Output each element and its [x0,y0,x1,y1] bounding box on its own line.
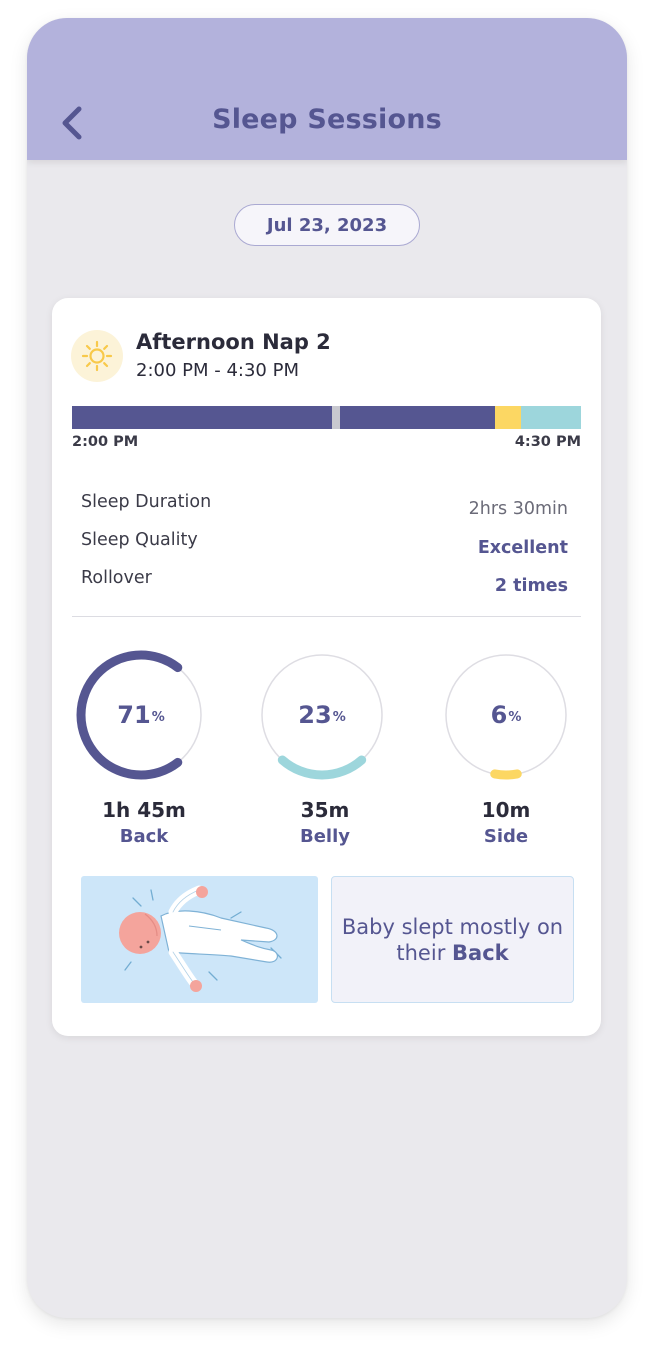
timeline-segment-back [339,406,495,429]
back-ring-arc [76,650,183,780]
timeline-end-label: 4:30 PM [514,434,581,450]
belly-percent: 23 [298,701,332,729]
sleep-summary-box: Baby slept mostly on their Back [331,876,574,1003]
date-selector[interactable]: Jul 23, 2023 [234,204,420,246]
belly-label: Belly [299,826,350,847]
rollover-value: 2 times [494,576,568,596]
side-duration: 10m [481,798,531,822]
sun-icon [81,340,113,372]
side-position-ring: 6% [439,648,573,782]
summary-position: Back [452,940,509,965]
sleep-quality-value: Excellent [477,538,568,558]
back-label: Back [119,826,169,847]
summary-text: Baby slept mostly on their [341,914,564,965]
session-time-range: 2:00 PM - 4:30 PM [136,360,299,381]
session-icon-badge [71,330,123,382]
back-button[interactable] [57,104,87,144]
belly-position-ring: 23% [255,648,389,782]
chevron-left-icon [62,106,82,140]
timeline-segment-side [494,406,522,429]
belly-duration: 35m [300,798,350,822]
back-duration: 1h 45m [102,798,186,822]
side-percent: 6 [490,701,508,729]
timeline-segment-belly [521,406,581,429]
back-position-ring: 71% [74,648,208,782]
page-title: Sleep Sessions [212,104,442,135]
side-percent-symbol: % [508,710,522,725]
timeline-segment-back [72,406,332,429]
sleeping-baby-image [119,885,282,992]
rollover-label: Rollover [81,568,152,588]
sleep-quality-label: Sleep Quality [81,530,198,550]
phone-screen: Sleep Sessions Jul 23, 2023 Afternoon Na… [27,18,627,1318]
sleep-duration-label: Sleep Duration [81,492,212,512]
back-percent-symbol: % [151,710,165,725]
baby-back-illustration [81,876,318,1003]
side-ring-arc [490,769,522,780]
side-label: Side [483,826,529,847]
timeline-start-label: 2:00 PM [72,434,139,450]
back-percent: 71 [117,701,151,729]
session-name: Afternoon Nap 2 [136,330,331,354]
session-card: Afternoon Nap 2 2:00 PM - 4:30 PM 2:00 P… [52,298,601,1036]
belly-percent-symbol: % [332,710,346,725]
timeline-segment-gap [331,406,340,429]
sleep-duration-value: 2hrs 30min [468,499,568,519]
belly-ring-arc [277,755,367,780]
divider [72,616,581,617]
app-header: Sleep Sessions [27,18,627,160]
sleep-timeline-bar [72,406,581,429]
